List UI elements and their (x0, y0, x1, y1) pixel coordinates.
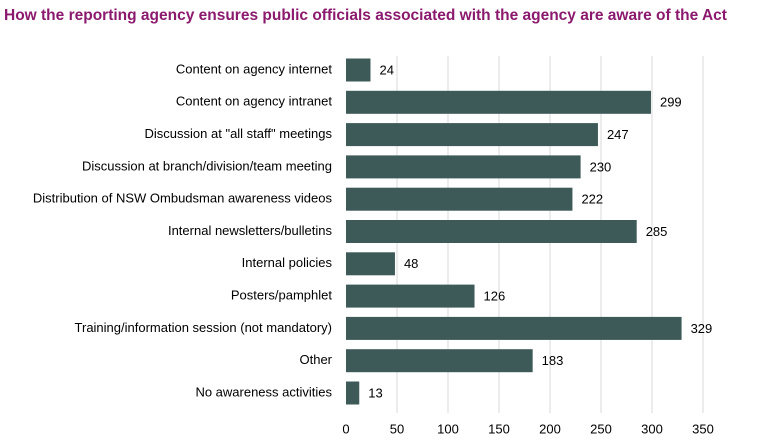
x-tick-label: 300 (641, 421, 663, 436)
category-label: Training/information session (not mandat… (75, 320, 332, 335)
bar (346, 316, 682, 340)
category-label: Content on agency intranet (176, 94, 332, 109)
value-label: 24 (379, 62, 393, 77)
value-label: 183 (542, 353, 564, 368)
value-label: 126 (484, 289, 506, 304)
value-label: 247 (607, 127, 629, 142)
value-label: 285 (646, 224, 668, 239)
category-label: Other (299, 352, 332, 367)
x-tick-label: 200 (539, 421, 561, 436)
value-label: 230 (590, 159, 612, 174)
value-label: 222 (581, 192, 603, 207)
x-tick-label: 50 (390, 421, 404, 436)
bar (346, 58, 371, 82)
value-labels: 24 299 247 230 222 285 48 126 329 183 13 (368, 62, 712, 400)
value-label: 299 (660, 95, 682, 110)
bar (346, 187, 573, 211)
bars (346, 58, 682, 405)
bar (346, 155, 581, 179)
category-label: Distribution of NSW Ombudsman awareness … (33, 191, 333, 206)
x-tick-label: 150 (488, 421, 510, 436)
bar (346, 349, 533, 373)
x-axis-tick-labels: 0 50 100 150 200 250 300 350 (342, 421, 713, 436)
bar (346, 284, 475, 308)
x-tick-label: 350 (692, 421, 714, 436)
category-label: No awareness activities (195, 384, 332, 399)
value-label: 329 (691, 321, 713, 336)
bar (346, 381, 360, 405)
bar (346, 123, 598, 147)
value-label: 48 (404, 256, 418, 271)
category-label: Discussion at "all staff" meetings (145, 126, 333, 141)
category-label: Content on agency internet (176, 61, 332, 76)
category-label: Discussion at branch/division/team meeti… (82, 158, 332, 173)
bar (346, 90, 651, 114)
x-tick-label: 0 (342, 421, 349, 436)
x-tick-label: 100 (437, 421, 459, 436)
bar (346, 220, 637, 243)
category-label: Posters/pamphlet (231, 288, 333, 303)
bar (346, 252, 395, 276)
category-labels: Content on agency internet Content on age… (33, 61, 333, 399)
category-label: Internal policies (242, 255, 333, 270)
category-label: Internal newsletters/bulletins (168, 223, 333, 238)
chart-title: How the reporting agency ensures public … (4, 7, 727, 24)
value-label: 13 (368, 385, 382, 400)
x-tick-label: 250 (590, 421, 612, 436)
